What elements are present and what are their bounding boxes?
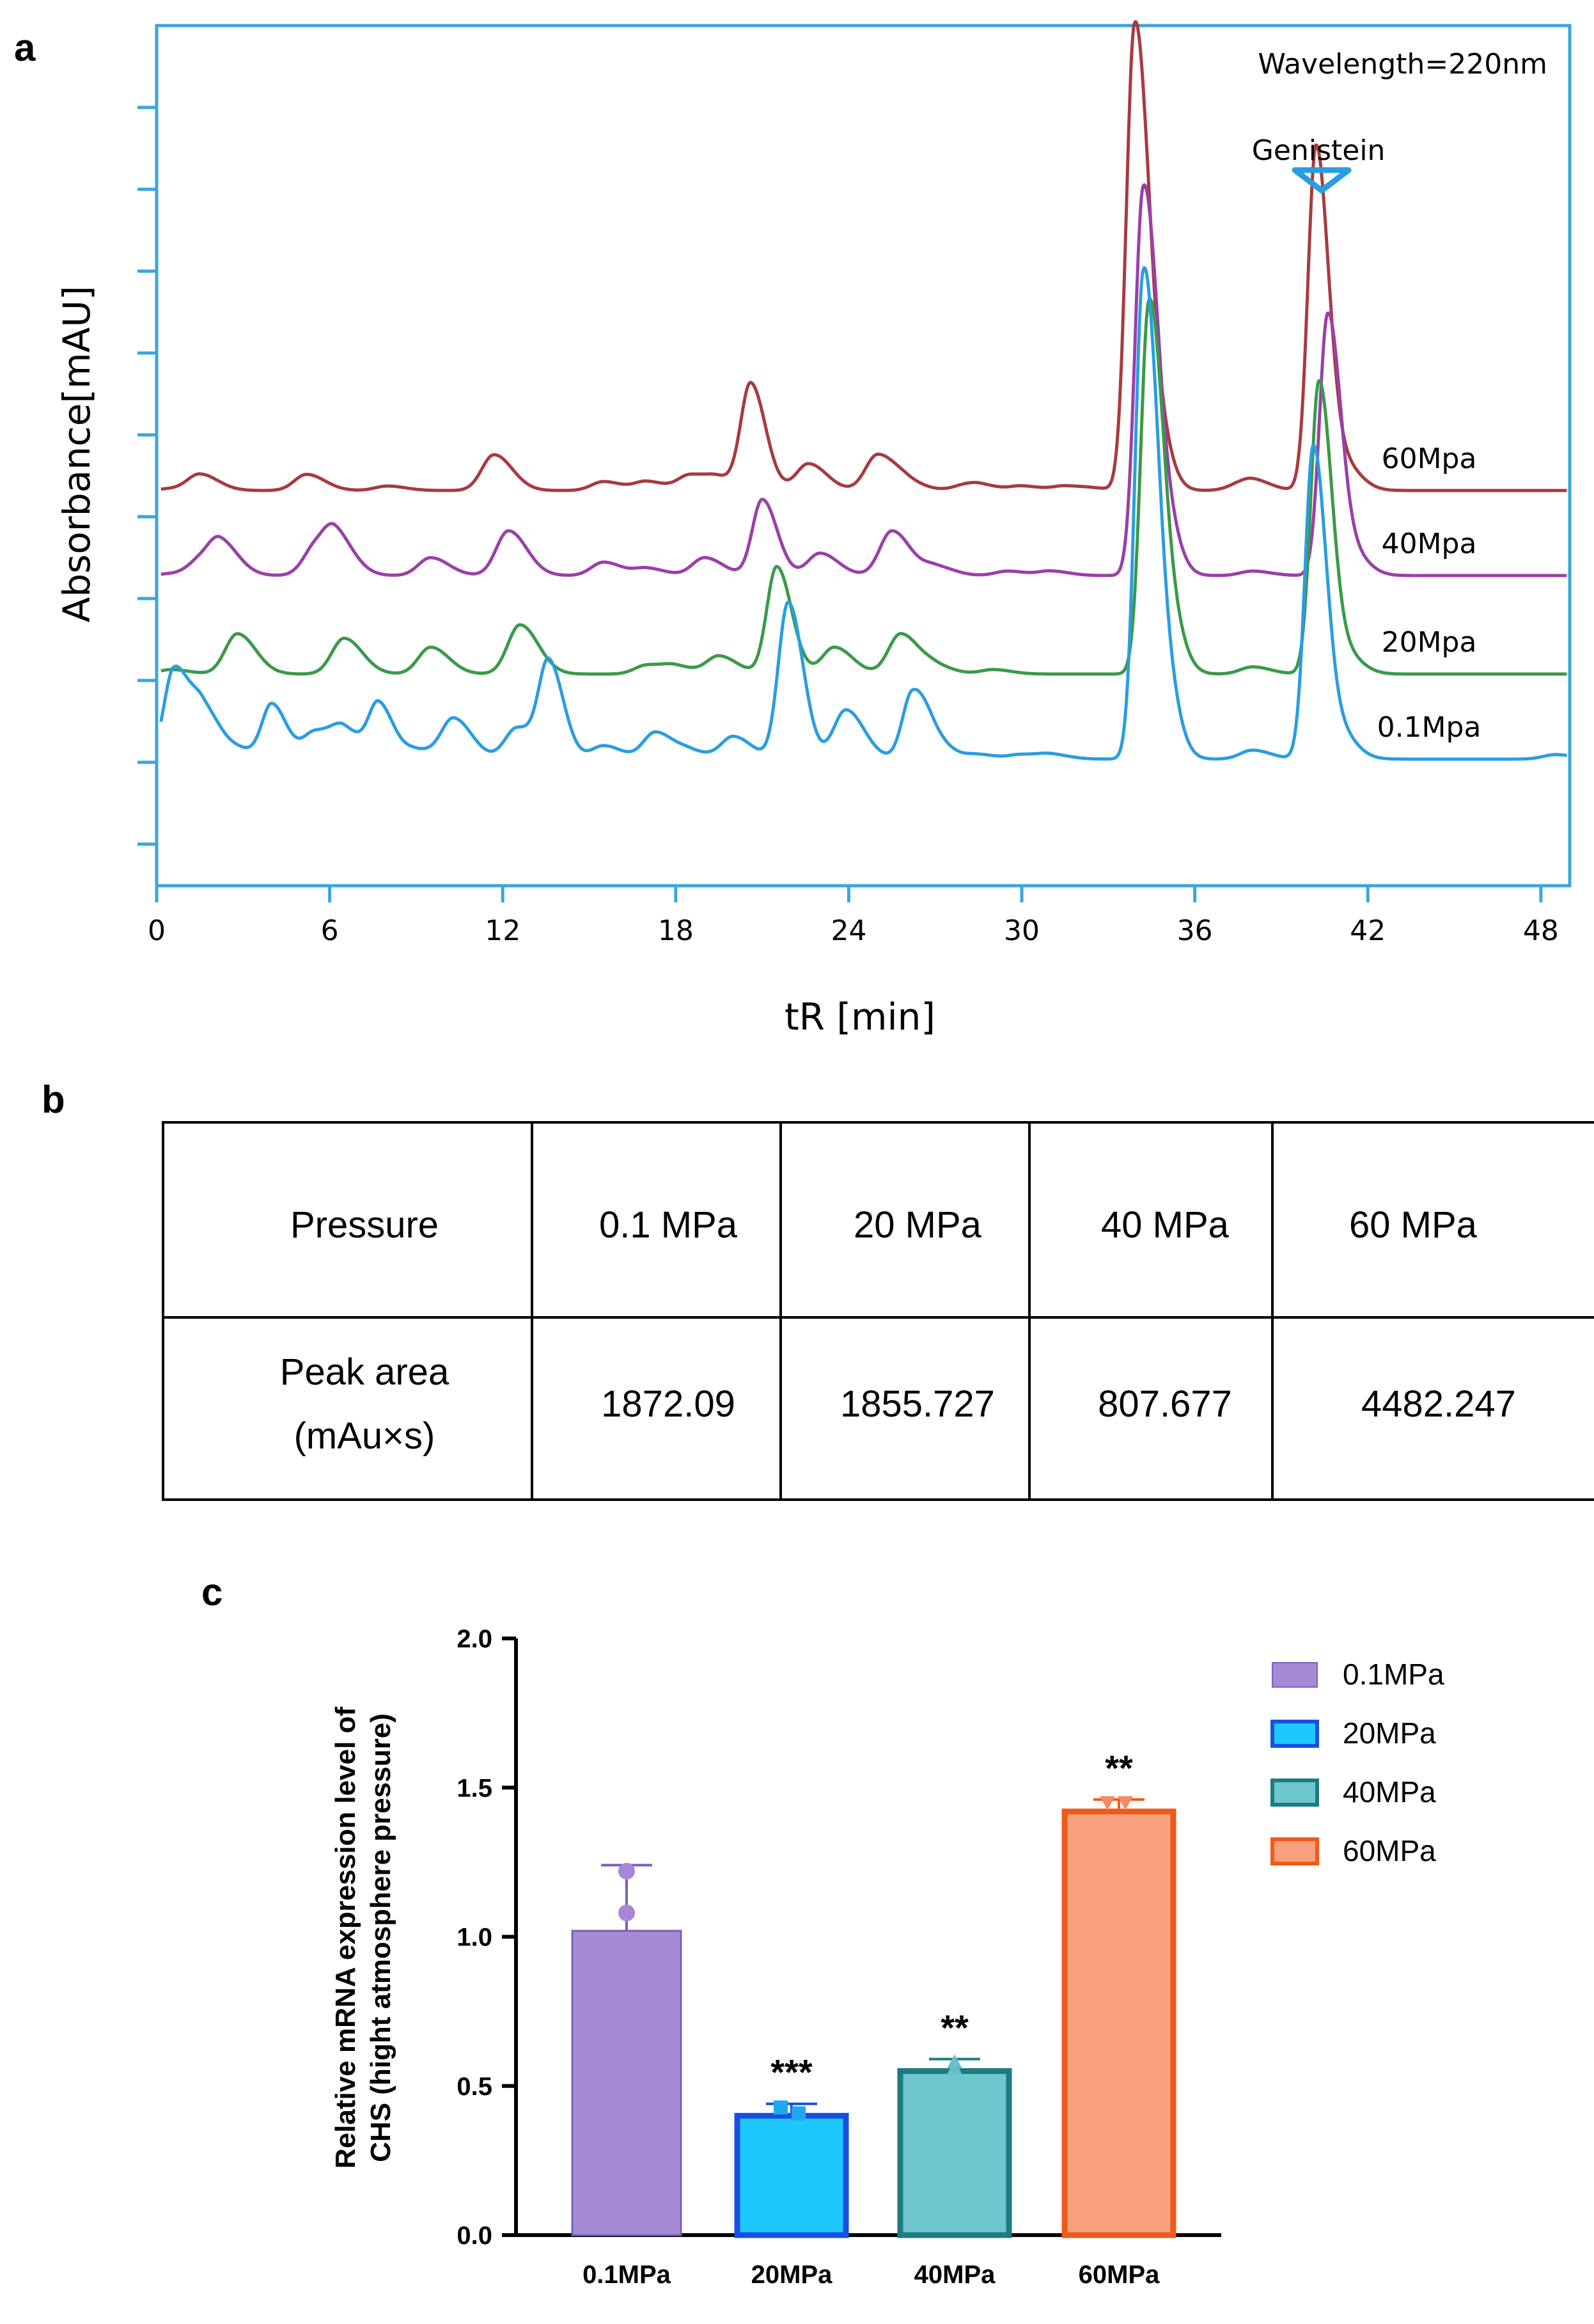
y-axis-ticks (137, 106, 157, 846)
significance-mark: ** (1105, 1748, 1133, 1788)
bar-60mpa (1061, 1809, 1176, 2238)
bar-y-tick-label: 0.0 (457, 2222, 492, 2250)
table-header-cell: 0.1 MPa (599, 1204, 738, 1246)
data-point (618, 1862, 635, 1880)
x-tick-label: 24 (831, 915, 866, 947)
bar-y-ticks: 0.0 0.5 1.0 1.5 2.0 (457, 1625, 516, 2250)
legend-label: 60MPa (1343, 1834, 1436, 1867)
bar-40mpa (897, 2068, 1012, 2238)
peak-area-table (162, 1121, 1594, 1501)
trace-0-1mpa (159, 266, 1568, 761)
significance-mark: ** (941, 2007, 969, 2048)
x-tick-label: 42 (1350, 915, 1386, 947)
bar-20mpa (734, 2112, 849, 2238)
genistein-peak-marker: Genistein (1252, 134, 1386, 194)
trace-label: 40Mpa (1382, 528, 1477, 560)
bar-y-tick-label: 2.0 (457, 1625, 492, 1653)
bar-y-tick-label: 1.5 (457, 1774, 492, 1802)
table-value-cell: 807.677 (1098, 1383, 1232, 1425)
data-point (1100, 1796, 1115, 1810)
bar-category-label: 60MPa (1079, 2261, 1160, 2289)
trace-60mpa (160, 20, 1568, 492)
x-tick-label: 6 (321, 915, 339, 947)
table-value-cell: 1855.727 (840, 1383, 995, 1425)
x-tick-label: 48 (1523, 915, 1559, 947)
table-value-cell: 4482.247 (1361, 1383, 1516, 1425)
trace-20mpa (160, 297, 1568, 676)
table-row-label-unit: (mAu×s) (294, 1415, 435, 1457)
table-row-label: Peak area (280, 1351, 449, 1393)
legend-swatch (1270, 1778, 1319, 1807)
bar-category-label: 40MPa (914, 2261, 996, 2289)
data-point (774, 2100, 788, 2115)
chromatogram-chart: 0 6 12 18 24 30 36 42 48 60Mpa 40Mpa 20Mpa 0.1Mpa W… (55, 20, 1572, 1039)
data-point (1118, 1796, 1133, 1810)
legend-swatch (1270, 1837, 1319, 1865)
panel-label-a: a (14, 26, 36, 69)
trace-label: 20Mpa (1382, 626, 1477, 659)
bar-category-label: 0.1MPa (582, 2261, 671, 2289)
data-point (947, 2060, 962, 2075)
x-tick-label: 0 (148, 915, 166, 947)
legend-label: 20MPa (1343, 1716, 1436, 1750)
bar-y-tick-label: 1.0 (457, 1924, 492, 1952)
bar-y-tick-label: 0.5 (457, 2073, 492, 2101)
x-tick-label: 18 (658, 915, 694, 947)
y-axis-title: Absorbance[mAU] (55, 286, 98, 623)
legend-swatch (1270, 1720, 1319, 1748)
bar-group: 0.1MPa *** 20MPa ** 40MPa ** 60MPa (571, 1748, 1176, 2289)
wavelength-annotation: Wavelength=220nm (1258, 48, 1547, 81)
bar-y-axis-title-line1: Relative mRNA expression level of (330, 1707, 361, 2169)
table-value-cell: 1872.09 (601, 1383, 735, 1425)
trace-label: 0.1Mpa (1377, 711, 1481, 744)
x-tick-label: 12 (485, 915, 520, 947)
triangle-down-icon (1292, 167, 1352, 194)
legend-label: 0.1MPa (1343, 1658, 1444, 1691)
table-header-cell: 40 MPa (1101, 1204, 1230, 1246)
genistein-label: Genistein (1252, 134, 1386, 167)
x-axis: 0 6 12 18 24 30 36 42 48 (148, 886, 1559, 947)
legend-swatch (1272, 1662, 1318, 1688)
table-border (162, 1121, 1594, 1501)
chromatogram-plot-frame (155, 24, 1572, 888)
panel-label-c: c (201, 1571, 223, 1613)
legend-label: 40MPa (1343, 1775, 1436, 1809)
x-tick-label: 30 (1004, 915, 1040, 947)
bar-0-1mpa (571, 1929, 682, 2236)
x-axis-title: tR [min] (785, 995, 935, 1039)
table-header-cell: Pressure (290, 1204, 439, 1246)
trace-label: 60Mpa (1382, 443, 1477, 475)
significance-mark: *** (770, 2052, 813, 2092)
table-header-cell: 20 MPa (854, 1204, 982, 1246)
bar-legend: 0.1MPa 20MPa 40MPa 60MPa (1270, 1658, 1444, 1867)
mrna-bar-chart: 0.0 0.5 1.0 1.5 2.0 0.1MPa *** 20MPa ** 40MPa ** 6… (330, 1625, 1444, 2289)
data-point (618, 1904, 635, 1922)
trace-40mpa (160, 183, 1568, 577)
bar-y-axis-title-line2: CHS (hight atmosphere pressure) (365, 1713, 396, 2162)
panel-label-b: b (42, 1078, 65, 1121)
data-point (792, 2106, 806, 2121)
x-tick-label: 36 (1177, 915, 1213, 947)
trace-group: 60Mpa 40Mpa 20Mpa 0.1Mpa (159, 20, 1568, 761)
bar-category-label: 20MPa (751, 2261, 832, 2289)
table-header-cell: 60 MPa (1349, 1204, 1478, 1246)
